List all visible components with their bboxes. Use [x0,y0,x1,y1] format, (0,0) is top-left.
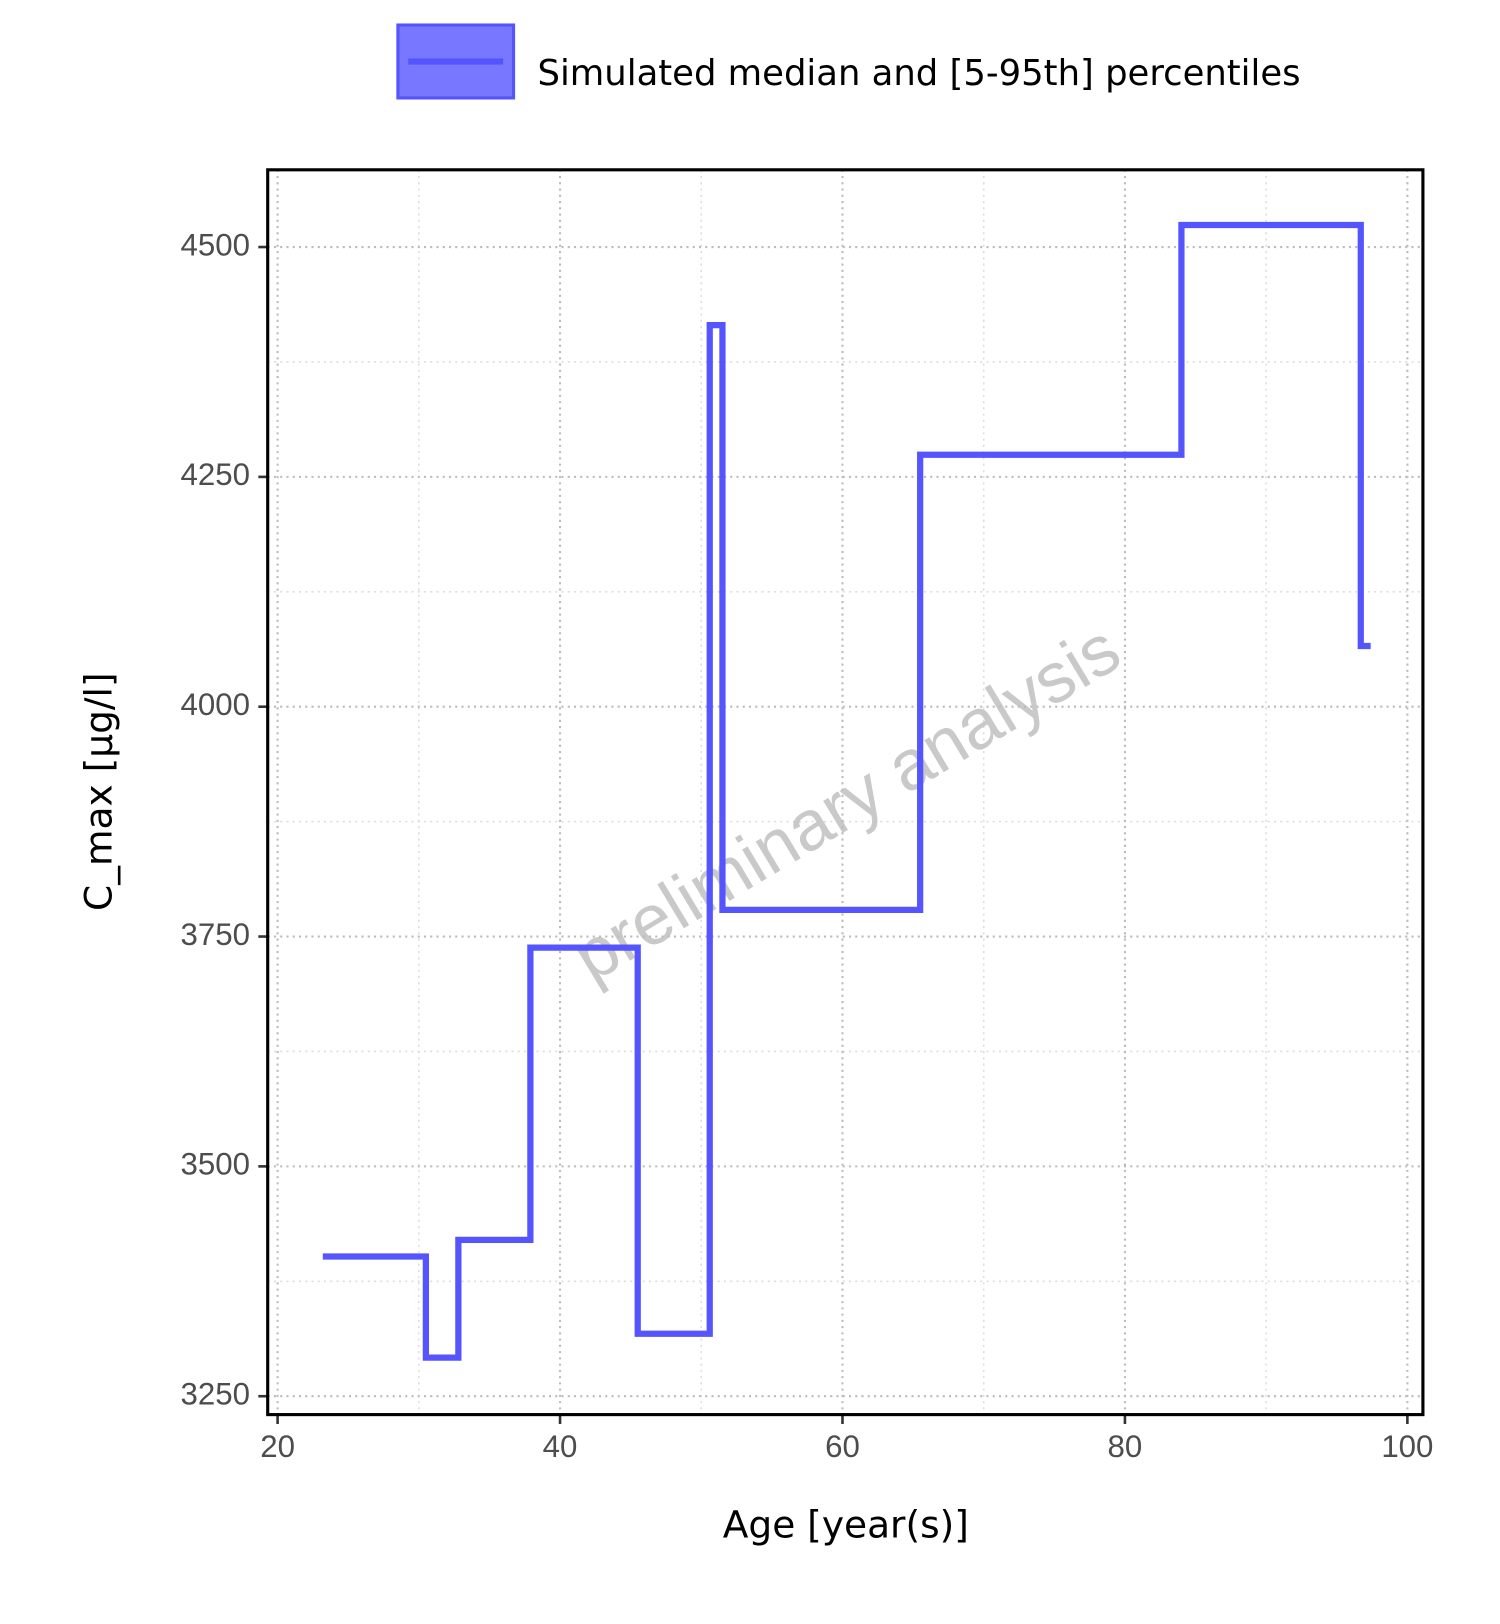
x-axis-title: Age [year(s)] [723,1503,969,1547]
x-tick-label: 40 [543,1429,578,1464]
y-tick-label: 3500 [181,1147,250,1182]
y-axis-title: C_max [µg/l] [77,672,121,911]
y-tick-label: 3750 [181,917,250,952]
x-tick-label: 100 [1381,1429,1433,1464]
x-tick-label: 80 [1108,1429,1143,1464]
line [322,221,1371,1361]
y-tick-label: 4000 [181,687,250,722]
panel-border [266,168,1425,1417]
x-tick-label: 20 [260,1429,295,1464]
y-tick-label: 4500 [181,227,250,262]
y-tick-label: 3250 [181,1376,250,1411]
x-tick-label: 60 [825,1429,860,1464]
legend-label: Simulated median and [5-95th] percentile… [538,53,1301,94]
y-tick-label: 4250 [181,457,250,492]
legend: Simulated median and [5-95th] percentile… [396,23,1301,100]
